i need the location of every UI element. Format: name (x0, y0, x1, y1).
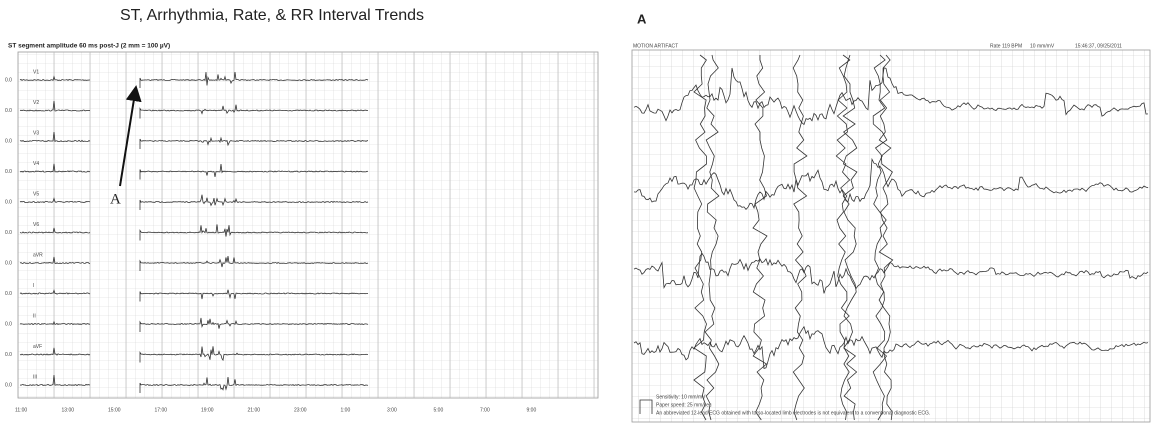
lead-label: III (33, 374, 37, 380)
row-value-label: 0.0 (5, 321, 12, 327)
time-label: 21:00 (248, 407, 261, 413)
footer-line: Paper speed: 25 mm/sec (656, 402, 712, 408)
st-trend-trace (19, 317, 369, 332)
time-label: 1:00 (341, 407, 351, 413)
artifact-trace (835, 54, 851, 421)
header-gain: 10 mm/mV (1030, 43, 1055, 49)
st-trend-trace (19, 346, 369, 363)
time-label: 13:00 (62, 407, 75, 413)
lead-label: V3 (33, 130, 39, 136)
ecg-trace (633, 325, 1149, 370)
row-value-label: 0.0 (5, 352, 12, 358)
artifact-trace (704, 54, 720, 421)
st-trend-trace (19, 224, 369, 241)
ecg-trace (633, 67, 1149, 126)
row-value-label: 0.0 (5, 382, 12, 388)
row-value-label: 0.0 (5, 260, 12, 266)
time-label: 11:00 (15, 407, 27, 413)
right-traces (633, 54, 1149, 421)
header-left: MOTION ARTIFACT (633, 43, 678, 49)
st-trend-trace (19, 256, 369, 271)
time-label: 23:00 (294, 407, 307, 413)
lead-label: V5 (33, 191, 39, 197)
footer-line: Sensitivity: 10 mm/mV (656, 394, 706, 400)
st-trend-trace (19, 131, 368, 149)
row-value-label: 0.0 (5, 199, 12, 205)
lead-label: I (33, 283, 34, 289)
st-trend-trace (19, 289, 369, 302)
time-label: 7:00 (480, 407, 490, 413)
annotation: A (110, 191, 121, 207)
left-subtitle: ST segment amplitude 60 ms post-J (2 mm … (8, 43, 170, 50)
lead-label: V2 (33, 100, 39, 106)
lead-label: aVR (33, 252, 43, 258)
lead-label: V1 (33, 69, 39, 75)
header-time: 15:46:37, 09/25/2011 (1075, 43, 1122, 49)
left-grid (17, 51, 599, 399)
st-trend-trace (19, 100, 369, 119)
ecg-trace (633, 157, 1149, 211)
time-label: 17:00 (155, 407, 168, 413)
row-value-label: 0.0 (5, 108, 12, 114)
ecg-trace (633, 252, 1149, 294)
calibration-pulse (639, 399, 653, 414)
time-label: 15:00 (108, 407, 121, 413)
row-value-label: 0.0 (5, 169, 12, 175)
lead-label: V4 (33, 161, 39, 167)
artifact-trace (878, 54, 894, 421)
st-trend-trace (19, 163, 369, 180)
right-grid (631, 49, 1151, 423)
right-label: A (637, 11, 647, 26)
row-value-label: 0.0 (5, 291, 12, 297)
artifact-trace (842, 54, 858, 421)
footer-line: An abbreviated 12-lead ECG obtained with… (656, 410, 930, 416)
st-trend-trace (19, 72, 369, 88)
row-value-label: 0.0 (5, 77, 12, 83)
row-value-label: 0.0 (5, 230, 12, 236)
time-label: 5:00 (434, 407, 444, 413)
left-title: ST, Arrhythmia, Rate, & RR Interval Tren… (120, 7, 424, 24)
artifact-trace (792, 54, 808, 421)
arrow (119, 85, 142, 187)
left-rows: 0.0 V1 0.0 V2 0.0 V3 0.0 V4 0.0 V5 0.0 V6 0.0 aVR 0.0 I… (5, 69, 536, 413)
lead-label: aVF (33, 344, 42, 350)
time-label: 9:00 (527, 407, 537, 413)
st-trend-trace (19, 375, 369, 393)
left-major-grid (53, 52, 595, 398)
lead-label: II (33, 313, 36, 319)
lead-label: V6 (33, 222, 39, 228)
st-trend-trace (19, 194, 369, 210)
time-label: 19:00 (201, 407, 214, 413)
artifact-trace (693, 54, 707, 421)
row-value-label: 0.0 (5, 138, 12, 144)
time-label: 3:00 (387, 407, 397, 413)
artifact-trace (872, 54, 888, 421)
header-rate: Rate 119 BPM (990, 43, 1022, 49)
artifact-trace (752, 55, 768, 421)
